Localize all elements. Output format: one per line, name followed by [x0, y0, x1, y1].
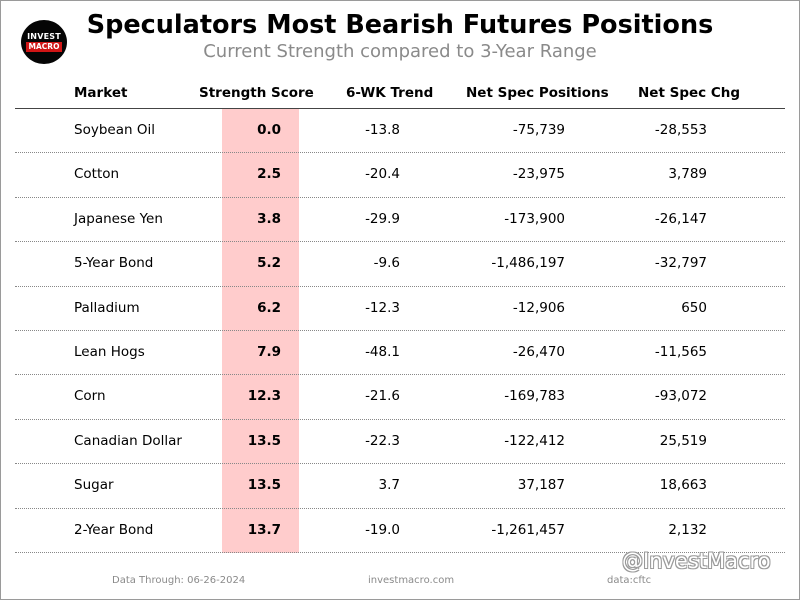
cell-strength-score: 13.7 [247, 521, 281, 538]
cell-market: Canadian Dollar [74, 432, 182, 449]
cell-net-spec-positions: -1,261,457 [491, 521, 565, 538]
cell-net-spec-chg: -93,072 [654, 388, 707, 405]
cell-market: 2-Year Bond [74, 521, 154, 538]
cell-strength-score: 13.5 [247, 477, 281, 494]
investmacro-logo: INVEST MACRO [21, 20, 67, 64]
cell-6wk-trend: 3.7 [378, 477, 400, 494]
cell-net-spec-positions: -169,783 [504, 388, 565, 405]
cell-net-spec-chg: -28,553 [654, 122, 707, 138]
cell-market: Sugar [74, 477, 114, 494]
cell-market: Japanese Yen [74, 210, 163, 227]
cell-market: 5-Year Bond [74, 255, 154, 272]
header-net-spec-positions: Net Spec Positions [466, 85, 609, 101]
cell-strength-score: 5.2 [257, 255, 281, 272]
cell-net-spec-chg: 650 [681, 299, 707, 316]
cell-net-spec-positions: -1,486,197 [491, 255, 565, 272]
cell-market: Corn [74, 388, 106, 405]
header-6wk-trend: 6-WK Trend [346, 85, 434, 101]
watermark-handle: @InvestMacro [622, 549, 771, 573]
cell-6wk-trend: -21.6 [365, 388, 400, 405]
cell-6wk-trend: -13.8 [365, 122, 400, 138]
header-strength-score: Strength Score [199, 85, 314, 101]
cell-strength-score: 13.5 [247, 432, 281, 449]
cell-strength-score: 6.2 [257, 299, 281, 316]
table-row: Soybean Oil 0.0 -13.8 -75,739 -28,553 [15, 109, 785, 154]
cell-net-spec-chg: 25,519 [659, 432, 707, 449]
cell-net-spec-chg: -32,797 [654, 255, 707, 272]
cell-net-spec-chg: 2,132 [668, 521, 707, 538]
cell-6wk-trend: -12.3 [365, 299, 400, 316]
cell-market: Soybean Oil [74, 122, 155, 138]
cell-6wk-trend: -29.9 [365, 210, 400, 227]
table-row: Palladium 6.2 -12.3 -12,906 650 [15, 287, 785, 331]
footer-data-date: Data Through: 06-26-2024 [112, 575, 246, 586]
cell-net-spec-positions: -26,470 [512, 344, 565, 360]
cell-6wk-trend: -19.0 [365, 521, 400, 538]
cell-6wk-trend: -48.1 [365, 344, 400, 360]
cell-strength-score: 0.0 [257, 122, 281, 138]
footer-site: investmacro.com [368, 575, 455, 586]
chart-title: Speculators Most Bearish Futures Positio… [86, 10, 714, 40]
cell-6wk-trend: -9.6 [373, 255, 400, 272]
table-row: 2-Year Bond 13.7 -19.0 -1,261,457 2,132 [15, 509, 785, 553]
cell-strength-score: 2.5 [257, 166, 281, 183]
cell-strength-score: 12.3 [247, 388, 281, 405]
cell-net-spec-positions: -75,739 [512, 122, 565, 138]
cell-net-spec-positions: -23,975 [512, 166, 565, 183]
cell-market: Lean Hogs [74, 344, 145, 360]
cell-net-spec-positions: 37,187 [517, 477, 565, 494]
cell-6wk-trend: -22.3 [365, 432, 400, 449]
chart-subtitle: Current Strength compared to 3-Year Rang… [203, 41, 597, 62]
cell-strength-score: 7.9 [257, 344, 281, 360]
header-divider [15, 108, 785, 109]
cell-net-spec-chg: -26,147 [654, 210, 707, 227]
cell-net-spec-positions: -173,900 [504, 210, 565, 227]
table-row: Cotton 2.5 -20.4 -23,975 3,789 [15, 153, 785, 198]
cell-net-spec-chg: 3,789 [668, 166, 707, 183]
cell-market: Cotton [74, 166, 120, 183]
table-row: 5-Year Bond 5.2 -9.6 -1,486,197 -32,797 [15, 242, 785, 287]
cell-6wk-trend: -20.4 [365, 166, 400, 183]
strength-score-highlight [222, 109, 299, 553]
table-row: Lean Hogs 7.9 -48.1 -26,470 -11,565 [15, 331, 785, 376]
cell-net-spec-chg: -11,565 [654, 344, 707, 360]
footer-source: data:cftc [607, 575, 652, 586]
table-row: Japanese Yen 3.8 -29.9 -173,900 -26,147 [15, 198, 785, 243]
cell-strength-score: 3.8 [257, 210, 281, 227]
table-row: Sugar 13.5 3.7 37,187 18,663 [15, 464, 785, 509]
table-row: Canadian Dollar 13.5 -22.3 -122,412 25,519 [15, 420, 785, 465]
cell-net-spec-positions: -12,906 [512, 299, 565, 316]
table-row: Corn 12.3 -21.6 -169,783 -93,072 [15, 375, 785, 420]
header-net-spec-chg: Net Spec Chg [638, 85, 741, 101]
header-market: Market [74, 85, 128, 101]
cell-net-spec-chg: 18,663 [659, 477, 707, 494]
cell-net-spec-positions: -122,412 [504, 432, 565, 449]
cell-market: Palladium [74, 299, 140, 316]
